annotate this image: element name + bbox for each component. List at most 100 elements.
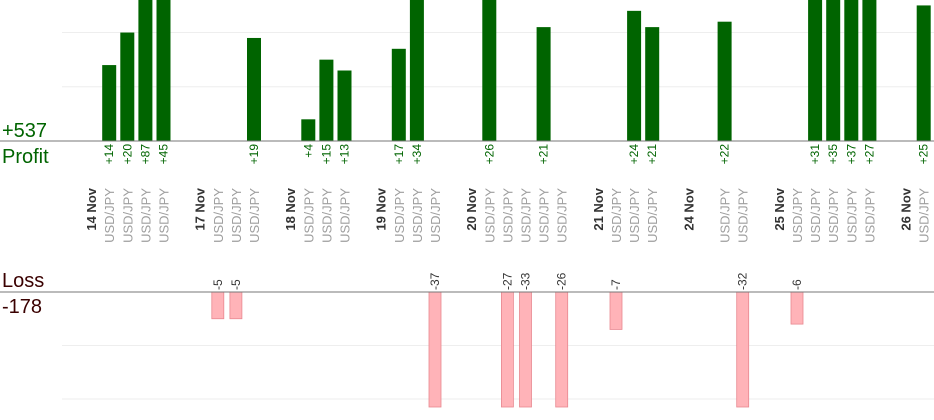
date-label: 24 Nov bbox=[681, 187, 696, 230]
instrument-label: USD/JPY bbox=[808, 188, 823, 243]
profit-value-label: +31 bbox=[808, 144, 822, 165]
loss-value-label: -7 bbox=[609, 279, 623, 290]
profit-bar bbox=[391, 48, 406, 141]
instrument-label: USD/JPY bbox=[537, 188, 552, 243]
instrument-label: USD/JPY bbox=[609, 188, 624, 243]
profit-value-label: +37 bbox=[844, 144, 858, 165]
loss-value-label: -5 bbox=[211, 279, 225, 290]
instrument-label: USD/JPY bbox=[862, 188, 877, 243]
loss-value-label: -32 bbox=[736, 272, 750, 290]
date-label: 25 Nov bbox=[772, 187, 787, 230]
instrument-label: USD/JPY bbox=[428, 188, 443, 243]
loss-bar bbox=[428, 291, 442, 408]
loss-bar bbox=[736, 291, 750, 408]
profit-value-label: +14 bbox=[102, 144, 116, 165]
profit-value-label: +15 bbox=[319, 144, 333, 165]
profit-bar bbox=[319, 59, 334, 141]
loss-bar bbox=[790, 291, 804, 325]
date-label: 20 Nov bbox=[464, 187, 479, 230]
instrument-label: USD/JPY bbox=[211, 188, 226, 243]
date-label: 21 Nov bbox=[591, 187, 606, 230]
loss-value-label: -6 bbox=[790, 279, 804, 290]
profit-value-label: +17 bbox=[392, 144, 406, 165]
instrument-label: USD/JPY bbox=[338, 188, 353, 243]
profit-value-label: +35 bbox=[826, 144, 840, 165]
loss-bar bbox=[555, 291, 569, 408]
profit-value-label: +45 bbox=[157, 144, 171, 165]
profit-value-label: +22 bbox=[718, 144, 732, 165]
loss-value-label: -37 bbox=[428, 272, 442, 290]
profit-value-label: +34 bbox=[410, 144, 424, 165]
instrument-label: USD/JPY bbox=[790, 188, 805, 243]
profit-value-label: +4 bbox=[301, 144, 315, 158]
date-label: 17 Nov bbox=[193, 187, 208, 230]
instrument-label: USD/JPY bbox=[392, 188, 407, 243]
loss-bar bbox=[519, 291, 532, 408]
instrument-label: USD/JPY bbox=[138, 188, 153, 243]
profit-value-label: +24 bbox=[627, 144, 641, 165]
profit-bar bbox=[645, 27, 660, 141]
profit-bar bbox=[156, 0, 171, 141]
instrument-label: USD/JPY bbox=[157, 188, 172, 243]
loss-bar bbox=[211, 291, 225, 320]
date-label: 14 Nov bbox=[84, 187, 99, 230]
loss-value-label: -5 bbox=[229, 279, 243, 290]
instrument-label: USD/JPY bbox=[718, 188, 733, 243]
instrument-label: USD/JPY bbox=[500, 188, 515, 243]
instrument-label: USD/JPY bbox=[410, 188, 425, 243]
profit-bar bbox=[482, 0, 497, 141]
instrument-label: USD/JPY bbox=[120, 188, 135, 243]
profit-bar bbox=[844, 0, 859, 141]
instrument-label: USD/JPY bbox=[645, 188, 660, 243]
loss-bar bbox=[229, 291, 243, 320]
instrument-label: USD/JPY bbox=[301, 188, 316, 243]
profit-value-label: +20 bbox=[120, 144, 134, 165]
profit-value-label: +26 bbox=[482, 144, 496, 165]
instrument-label: USD/JPY bbox=[826, 188, 841, 243]
bars bbox=[102, 0, 931, 408]
profit-bar bbox=[808, 0, 823, 141]
profit-value-label: +19 bbox=[247, 144, 261, 165]
profit-bar bbox=[138, 0, 153, 141]
instrument-label: USD/JPY bbox=[482, 188, 497, 243]
instrument-label: USD/JPY bbox=[519, 188, 534, 243]
instrument-label: USD/JPY bbox=[736, 188, 751, 243]
profit-value-label: +21 bbox=[537, 144, 551, 165]
profit-bar bbox=[862, 0, 877, 141]
profit-bar bbox=[826, 0, 841, 141]
grid-lines bbox=[62, 32, 934, 400]
loss-bar bbox=[500, 291, 514, 408]
loss-total: -178 bbox=[2, 296, 42, 318]
loss-label: Loss bbox=[2, 270, 44, 292]
profit-value-label: +21 bbox=[645, 144, 659, 165]
instrument-label: USD/JPY bbox=[247, 188, 262, 243]
profit-value-label: +87 bbox=[138, 144, 152, 165]
profit-label: Profit bbox=[2, 146, 49, 168]
date-label: 19 Nov bbox=[374, 187, 389, 230]
date-label: 18 Nov bbox=[283, 187, 298, 230]
loss-value-label: -26 bbox=[555, 272, 569, 290]
profit-bar bbox=[301, 119, 316, 141]
labels: +14 USD/JPY +20 USD/JPY +87 USD/JPY +45 USD/JPY… bbox=[84, 144, 932, 290]
profit-value-label: +13 bbox=[338, 144, 352, 165]
profit-bar bbox=[536, 27, 551, 141]
profit-bar bbox=[120, 32, 135, 141]
date-label: 26 Nov bbox=[899, 187, 914, 230]
instrument-label: USD/JPY bbox=[844, 188, 859, 243]
instrument-label: USD/JPY bbox=[917, 188, 932, 243]
profit-bar bbox=[247, 37, 261, 141]
profit-total: +537 bbox=[2, 120, 47, 142]
profit-bar bbox=[102, 65, 117, 141]
instrument-label: USD/JPY bbox=[555, 188, 570, 243]
profit-bar bbox=[627, 10, 642, 141]
loss-bar bbox=[609, 291, 623, 330]
instrument-label: USD/JPY bbox=[319, 188, 334, 243]
loss-value-label: -33 bbox=[519, 272, 533, 290]
instrument-label: USD/JPY bbox=[102, 188, 117, 243]
instrument-label: USD/JPY bbox=[627, 188, 642, 243]
loss-value-label: -27 bbox=[500, 272, 514, 290]
profit-bar bbox=[916, 5, 931, 141]
instrument-label: USD/JPY bbox=[229, 188, 244, 243]
profit-value-label: +27 bbox=[862, 144, 876, 165]
